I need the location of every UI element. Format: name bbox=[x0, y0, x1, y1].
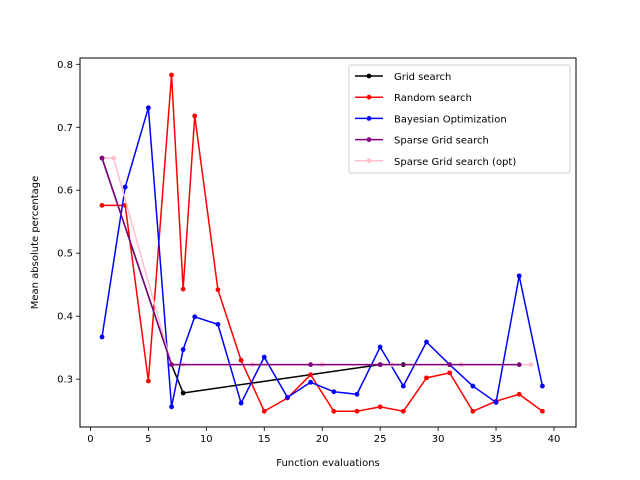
legend-label: Sparse Grid search bbox=[394, 136, 489, 147]
data-point bbox=[122, 184, 128, 190]
data-point bbox=[308, 372, 314, 378]
legend-frame bbox=[348, 64, 571, 174]
legend-marker bbox=[366, 94, 372, 100]
y-tick-label: 0.8 bbox=[57, 60, 73, 71]
legend-label: Bayesian Optimization bbox=[394, 114, 507, 125]
x-tick-label: 40 bbox=[548, 434, 561, 445]
plot-frame bbox=[79, 57, 577, 428]
y-tick-label: 0.4 bbox=[57, 312, 73, 323]
legend-marker bbox=[366, 158, 372, 164]
legend-marker bbox=[366, 73, 372, 79]
data-point bbox=[169, 362, 174, 368]
legend-item: Sparse Grid search (opt) bbox=[355, 157, 516, 168]
data-point bbox=[539, 408, 545, 414]
data-point bbox=[528, 362, 534, 368]
data-point bbox=[447, 370, 453, 376]
series-sparse-grid-search bbox=[99, 155, 522, 368]
data-point bbox=[180, 347, 186, 352]
y-tick-label: 0.6 bbox=[57, 186, 73, 197]
data-point bbox=[169, 404, 174, 410]
data-point bbox=[516, 391, 522, 397]
legend-label: Grid search bbox=[394, 72, 451, 83]
data-point bbox=[447, 362, 453, 368]
data-point bbox=[354, 391, 360, 397]
data-point bbox=[99, 334, 105, 340]
data-point bbox=[354, 408, 360, 414]
data-point bbox=[261, 354, 267, 360]
x-tick-label: 10 bbox=[200, 434, 213, 445]
data-point bbox=[192, 314, 198, 320]
data-point bbox=[308, 379, 314, 385]
legend-item: Sparse Grid search bbox=[355, 136, 489, 147]
y-tick-label: 0.7 bbox=[57, 123, 73, 134]
data-point bbox=[169, 72, 174, 78]
data-point bbox=[493, 400, 499, 405]
x-axis-title: Function evaluations bbox=[276, 458, 380, 469]
legend-label: Random search bbox=[394, 93, 472, 104]
data-point bbox=[400, 383, 406, 389]
y-axis: 0.3 0.4 0.5 0.6 0.7 0.8 bbox=[57, 60, 80, 386]
data-point bbox=[285, 395, 290, 400]
data-point bbox=[470, 383, 476, 389]
data-point bbox=[377, 362, 383, 368]
x-tick-label: 5 bbox=[145, 434, 151, 445]
data-point bbox=[111, 155, 117, 161]
data-point bbox=[377, 344, 383, 350]
x-tick-label: 15 bbox=[258, 434, 271, 445]
x-tick-label: 0 bbox=[87, 434, 93, 445]
x-axis: 0 5 10 15 20 25 30 35 40 bbox=[87, 427, 560, 445]
data-point bbox=[539, 383, 545, 389]
legend-item: Random search bbox=[355, 93, 472, 104]
x-tick-label: 35 bbox=[490, 434, 503, 445]
legend-item: Bayesian Optimization bbox=[355, 114, 507, 125]
data-point bbox=[238, 400, 244, 406]
data-point bbox=[99, 155, 105, 161]
series-random-search bbox=[99, 72, 545, 414]
data-point bbox=[145, 105, 151, 111]
data-point bbox=[192, 113, 198, 119]
y-tick-label: 0.3 bbox=[57, 375, 73, 386]
data-point bbox=[400, 408, 406, 414]
data-point bbox=[424, 339, 429, 345]
data-point bbox=[145, 378, 151, 384]
legend-label: Sparse Grid search (opt) bbox=[394, 157, 516, 168]
data-point bbox=[180, 390, 186, 396]
x-tick-label: 30 bbox=[432, 434, 445, 445]
legend-marker bbox=[366, 137, 372, 143]
data-point bbox=[308, 362, 314, 368]
legend: Grid search Random search Bayesian Optimiz… bbox=[348, 64, 571, 174]
data-point bbox=[424, 375, 429, 381]
y-axis-title: Mean absolute percentage bbox=[30, 176, 41, 310]
data-point bbox=[470, 408, 476, 414]
data-point bbox=[238, 357, 244, 363]
data-point bbox=[377, 404, 383, 410]
legend-marker bbox=[366, 116, 372, 121]
data-point bbox=[215, 287, 221, 293]
data-point bbox=[331, 389, 337, 395]
data-point bbox=[331, 408, 337, 414]
data-point bbox=[516, 273, 522, 279]
x-tick-label: 25 bbox=[374, 434, 387, 445]
data-point bbox=[215, 321, 221, 327]
legend-item: Grid search bbox=[355, 72, 451, 83]
series-layer bbox=[99, 72, 545, 414]
data-point bbox=[516, 362, 522, 368]
series-line bbox=[101, 157, 520, 366]
data-point bbox=[99, 202, 105, 208]
data-point bbox=[261, 408, 267, 414]
series-sparse-grid-search-opt bbox=[99, 155, 534, 368]
data-point bbox=[180, 286, 186, 292]
x-tick-label: 20 bbox=[316, 434, 329, 445]
y-tick-label: 0.5 bbox=[57, 249, 73, 260]
